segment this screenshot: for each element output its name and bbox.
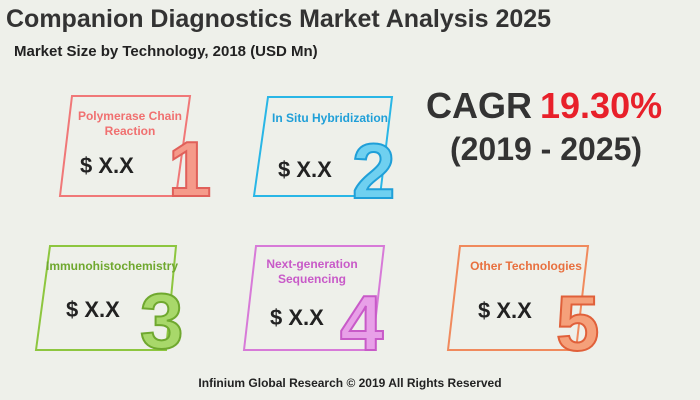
item-label: Other Technologies xyxy=(470,259,582,273)
item-number: 3 xyxy=(140,277,183,365)
card-frame xyxy=(242,245,386,351)
item-card: In Situ Hybridization $ X.X 2 xyxy=(252,96,396,216)
item-label: Immunohistochemistry xyxy=(46,259,178,273)
item-label: Sequencing xyxy=(278,272,346,286)
footer: Infinium Global Research © 2019 All Righ… xyxy=(198,376,501,390)
item-number: 2 xyxy=(352,127,395,215)
item-number: 5 xyxy=(556,279,599,367)
item-label: Next-generation xyxy=(266,257,357,271)
cagr-period: (2019 - 2025) xyxy=(450,131,642,167)
item-number: 1 xyxy=(168,125,211,213)
item-label: In Situ Hybridization xyxy=(272,111,388,125)
item-value: $ X.X xyxy=(80,153,134,178)
subtitle: Market Size by Technology, 2018 (USD Mn) xyxy=(14,43,318,60)
cagr-value: 19.30% xyxy=(540,85,662,126)
item-value: $ X.X xyxy=(278,157,332,182)
card-frame xyxy=(446,245,590,351)
item-card: Immunohistochemistry $ X.X 3 xyxy=(34,245,184,366)
item-value: $ X.X xyxy=(478,298,532,323)
card-frame xyxy=(252,96,394,197)
item-card: Next-generation Sequencing $ X.X 4 xyxy=(242,245,386,368)
title: Companion Diagnostics Market Analysis 20… xyxy=(6,5,551,33)
item-number: 4 xyxy=(340,279,383,367)
item-value: $ X.X xyxy=(270,305,324,330)
item-label: Reaction xyxy=(105,124,156,138)
item-value: $ X.X xyxy=(66,297,120,322)
item-card: Other Technologies $ X.X 5 xyxy=(446,245,600,368)
cagr-label: CAGR xyxy=(426,85,532,126)
item-card: Polymerase Chain Reaction $ X.X 1 xyxy=(58,95,212,214)
card-frame xyxy=(58,95,192,197)
item-label: Polymerase Chain xyxy=(78,109,182,123)
card-frame xyxy=(34,245,178,351)
